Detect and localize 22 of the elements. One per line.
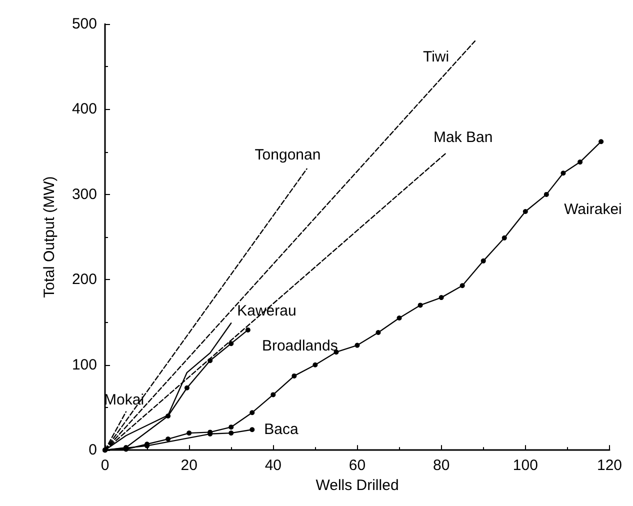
series-label: Baca: [264, 421, 299, 438]
series-label: Tongonan: [254, 146, 321, 164]
series-label: Mak Ban: [434, 129, 493, 146]
y-tick-label: 400: [72, 100, 97, 118]
series-label: Wairakei: [564, 201, 622, 218]
x-tick-label: 80: [432, 457, 450, 474]
x-tick-label: 40: [264, 457, 282, 474]
y-tick-label: 500: [72, 16, 97, 32]
y-axis-title: Total Output (MW): [41, 176, 58, 298]
x-tick-label: 120: [596, 457, 622, 474]
x-tick-label: 0: [100, 457, 110, 474]
x-axis-title: Wells Drilled: [316, 477, 399, 494]
series-label: Tiwi: [422, 48, 450, 66]
x-tick-label: 60: [348, 457, 366, 474]
y-tick-label: 0: [88, 442, 97, 459]
x-tick-label: 100: [512, 457, 538, 474]
series-label: Mokai: [104, 391, 144, 408]
x-tick-label: 20: [180, 457, 198, 474]
y-tick-label: 300: [72, 186, 97, 203]
series-label: Broadlands: [262, 337, 338, 354]
y-tick-label: 200: [72, 271, 97, 288]
y-tick-label: 100: [72, 356, 97, 374]
